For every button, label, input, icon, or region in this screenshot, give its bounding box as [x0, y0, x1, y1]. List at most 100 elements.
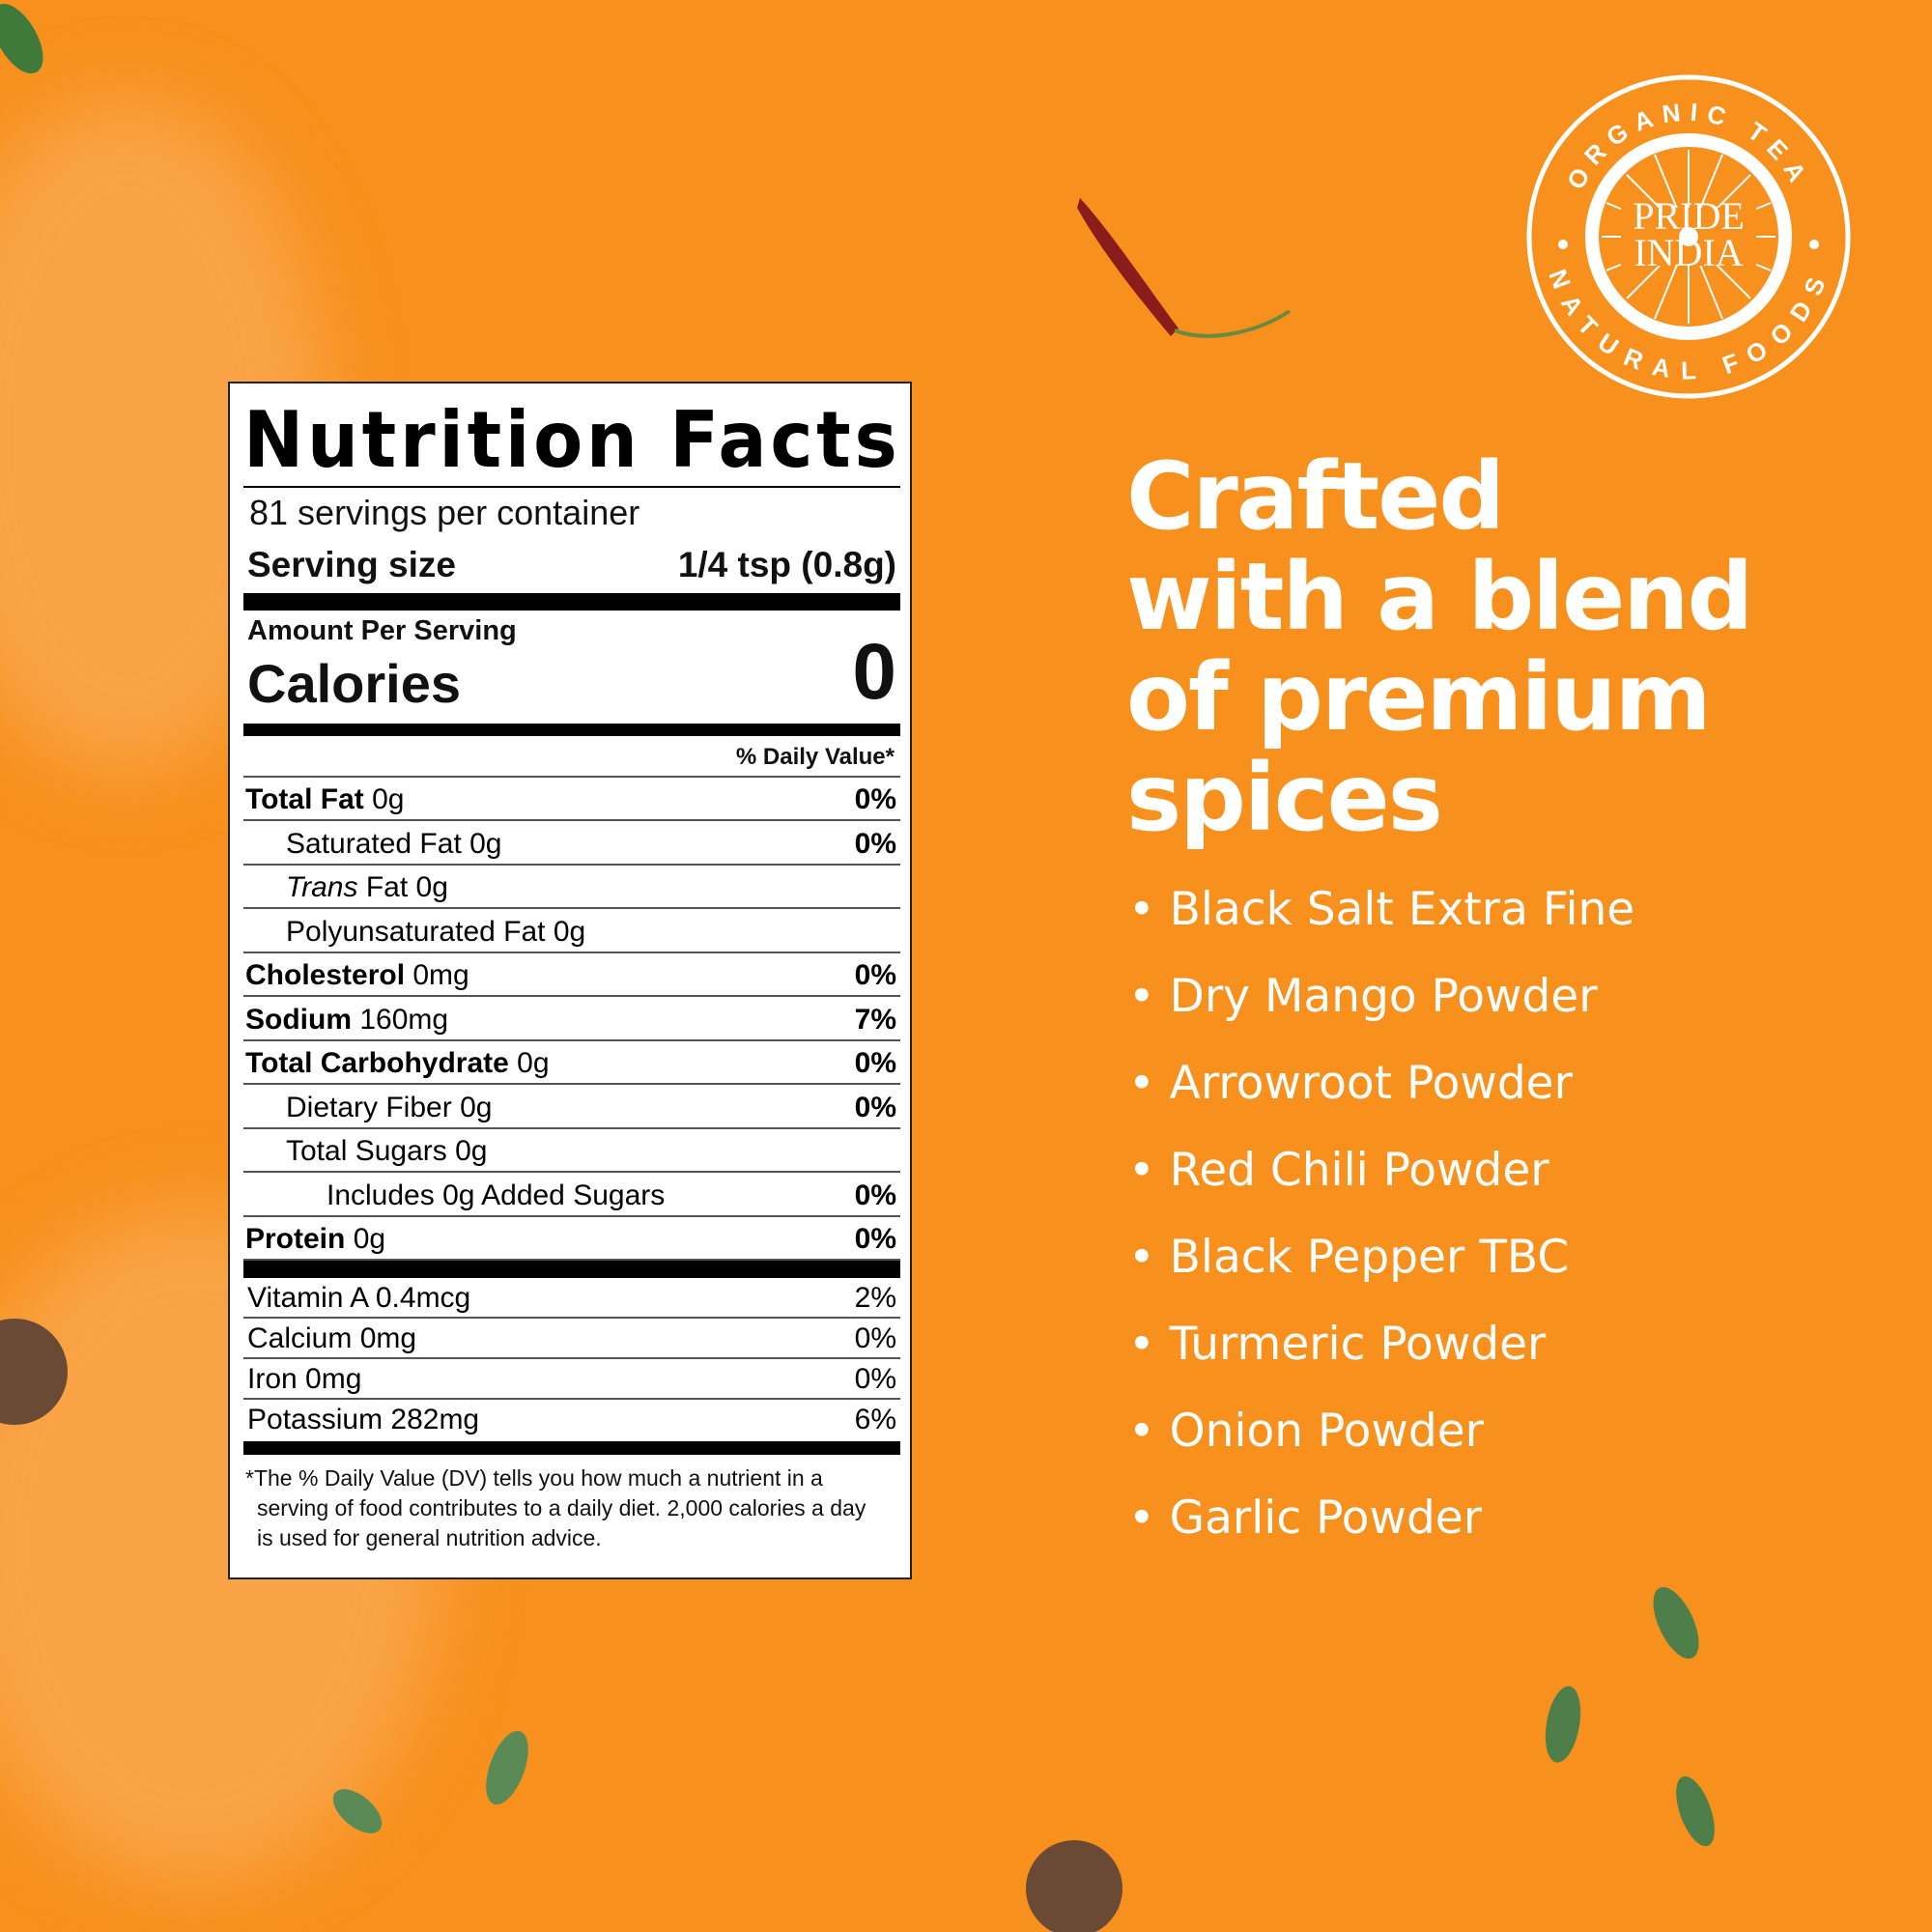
vitamin-row: Calcium 0mg 0%	[243, 1319, 900, 1359]
nutrient-row: Trans Fat 0g	[243, 866, 900, 909]
nutrient-row: Total Sugars 0g	[243, 1129, 900, 1173]
bullet-icon: •	[1128, 1405, 1170, 1458]
nutrient-label: Total Carbohydrate	[245, 1047, 509, 1079]
pride-india-logo: ORGANIC TEA NATURAL FOODS PRIDE INDIA	[1526, 74, 1851, 399]
ingredient-item: • Onion Powder	[1128, 1401, 1634, 1488]
garlic-slice-icon	[1026, 1840, 1122, 1932]
leaf-icon	[1545, 1686, 1581, 1763]
ingredient-item: • Black Pepper TBC	[1128, 1227, 1634, 1314]
nutrient-row: Sodium 160mg 7%	[243, 998, 900, 1041]
nutrient-name: Total Sugars 0g	[286, 1129, 487, 1173]
ingredient-item: • Arrowroot Powder	[1128, 1053, 1634, 1140]
nutrient-label: Total Fat	[245, 783, 364, 815]
ingredient-item: • Dry Mango Powder	[1128, 966, 1634, 1053]
logo-brand-line2: INDIA	[1634, 231, 1743, 274]
calories-label: Calories	[247, 653, 461, 714]
vitamin-row: Potassium 282mg 6%	[243, 1400, 900, 1440]
nutrient-label: Cholesterol	[245, 959, 406, 991]
ingredient-item: • Black Salt Extra Fine	[1128, 879, 1634, 966]
thick-divider	[243, 1261, 900, 1278]
nutrient-amount: 0g	[469, 827, 502, 860]
nutrient-daily-value: 0%	[854, 827, 896, 860]
nutrient-row: Dietary Fiber 0g 0%	[243, 1086, 900, 1129]
nutrient-label: Polyunsaturated Fat	[286, 915, 546, 948]
footnote-text: The % Daily Value (DV) tells you how muc…	[253, 1465, 867, 1550]
nutrient-daily-value: 0%	[854, 1047, 896, 1079]
ingredient-name: Garlic Powder	[1169, 1492, 1483, 1545]
leaf-icon	[1676, 1776, 1715, 1847]
nutrient-name: Includes 0g Added Sugars	[327, 1174, 665, 1217]
nutrient-name: Total Fat 0g	[245, 778, 405, 821]
thick-divider	[243, 1441, 900, 1455]
nutrient-daily-value: 0%	[854, 783, 896, 815]
nutrient-label: Protein	[245, 1223, 346, 1255]
nutrient-daily-value: 0%	[854, 1223, 896, 1255]
thick-divider	[243, 593, 900, 611]
ingredient-list: • Black Salt Extra Fine • Dry Mango Powde…	[1128, 879, 1634, 1575]
ingredient-name: Black Pepper TBC	[1169, 1231, 1570, 1284]
leaf-icon	[1653, 1586, 1699, 1660]
nutrient-amount: 160mg	[359, 1003, 449, 1036]
vitamin-name: Vitamin A 0.4mcg	[247, 1282, 471, 1314]
bullet-icon: •	[1128, 1231, 1170, 1284]
nutrient-daily-value: 0%	[854, 1179, 896, 1211]
nutrient-amount: 0g	[460, 1091, 493, 1123]
bullet-icon: •	[1128, 970, 1170, 1023]
bullet-icon: •	[1128, 1144, 1170, 1197]
nutrient-amount: 0g	[415, 871, 448, 903]
leaf-icon	[0, 3, 43, 74]
nutrient-amount: 0g	[372, 783, 405, 815]
nutrient-row: Saturated Fat 0g 0%	[243, 822, 900, 866]
ingredient-item: • Garlic Powder	[1128, 1488, 1634, 1575]
nutrient-row: Includes 0g Added Sugars 0%	[243, 1174, 900, 1217]
vitamin-daily-value: 0%	[854, 1322, 896, 1354]
nutrient-amount: 0g	[517, 1047, 550, 1079]
headline-line: Crafted	[1126, 442, 1505, 551]
bullet-icon: •	[1128, 1492, 1170, 1545]
ingredient-name: Turmeric Powder	[1169, 1318, 1547, 1371]
bullet-icon: •	[1128, 1057, 1170, 1110]
bullet-icon: •	[1128, 883, 1170, 936]
nutrient-label: Sodium	[245, 1003, 352, 1036]
nutrient-label: Saturated Fat	[286, 827, 462, 860]
vitamin-name: Calcium 0mg	[247, 1322, 417, 1354]
nutrient-row: Polyunsaturated Fat 0g	[243, 910, 900, 953]
vitamin-daily-value: 0%	[854, 1363, 896, 1395]
headline-line: of premium	[1126, 643, 1712, 752]
chili-icon	[1077, 198, 1179, 336]
nutrition-facts-label: Nutrition Facts 81 servings per containe…	[228, 382, 912, 1579]
nutrient-name: Saturated Fat 0g	[286, 822, 502, 866]
logo-brand-line1: PRIDE	[1633, 194, 1745, 238]
ingredient-item: • Turmeric Powder	[1128, 1314, 1634, 1401]
ingredient-name: Dry Mango Powder	[1169, 970, 1598, 1023]
nutrient-label: Trans	[286, 871, 358, 903]
nutrient-daily-value: 7%	[854, 1003, 896, 1036]
nutrient-name: Cholesterol 0mg	[245, 953, 469, 997]
thick-divider	[243, 724, 900, 736]
headline: Crafted with a blend of premium spices	[1126, 442, 1753, 852]
nutrient-label-suffix: Fat	[365, 871, 409, 903]
nutrient-amount: 0g	[553, 915, 586, 948]
headline-line: with a blend	[1126, 543, 1753, 651]
vitamin-row: Vitamin A 0.4mcg 2%	[243, 1278, 900, 1319]
nutrient-name: Polyunsaturated Fat 0g	[286, 910, 585, 953]
serving-size-label: Serving size	[247, 545, 456, 584]
nutrient-label: Dietary Fiber	[286, 1091, 452, 1123]
chili-stem-icon	[1174, 309, 1292, 338]
ingredient-item: • Red Chili Powder	[1128, 1140, 1634, 1227]
vitamin-daily-value: 6%	[854, 1404, 896, 1435]
headline-line: spices	[1126, 744, 1443, 852]
bullet-icon: •	[1128, 1318, 1170, 1371]
footnote: *The % Daily Value (DV) tells you how mu…	[245, 1465, 867, 1550]
nutrient-row: Cholesterol 0mg 0%	[243, 953, 900, 997]
ingredient-name: Red Chili Powder	[1169, 1144, 1549, 1197]
ingredient-name: Black Salt Extra Fine	[1169, 883, 1635, 936]
serving-size-value: 1/4 tsp (0.8g)	[677, 545, 896, 584]
nutrition-title: Nutrition Facts	[243, 395, 901, 485]
divider	[243, 776, 900, 778]
vitamin-daily-value: 2%	[854, 1282, 896, 1314]
daily-value-header: % Daily Value*	[735, 744, 895, 770]
vitamin-name: Potassium 282mg	[247, 1404, 480, 1435]
nutrient-amount: 0g	[353, 1223, 386, 1255]
